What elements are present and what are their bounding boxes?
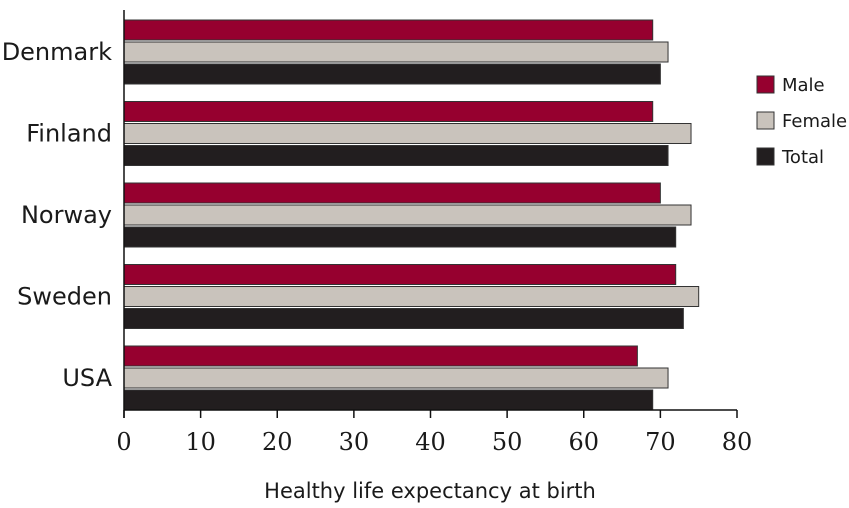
bar-sweden-female bbox=[123, 286, 700, 307]
bar-denmark-female bbox=[123, 41, 669, 63]
x-tick-label-70: 70 bbox=[645, 428, 676, 456]
legend-swatch-male bbox=[756, 75, 775, 94]
x-tick-label-0: 0 bbox=[116, 428, 131, 456]
bar-norway-female bbox=[123, 204, 692, 226]
legend-label-male: Male bbox=[782, 75, 825, 96]
bar-usa-total bbox=[123, 389, 654, 411]
x-tick-label-10: 10 bbox=[185, 428, 216, 456]
category-label-sweden: Sweden bbox=[17, 283, 112, 311]
x-tick-label-50: 50 bbox=[492, 428, 523, 456]
category-label-usa: USA bbox=[62, 364, 112, 392]
x-tick-label-60: 60 bbox=[568, 428, 599, 456]
x-axis-title: Healthy life expectancy at birth bbox=[264, 479, 596, 503]
x-tick-label-30: 30 bbox=[339, 428, 370, 456]
bar-finland-female bbox=[123, 123, 692, 144]
legend-swatch-total bbox=[756, 147, 775, 166]
bar-norway-total bbox=[123, 226, 677, 248]
category-label-finland: Finland bbox=[26, 120, 112, 148]
bar-denmark-male bbox=[123, 19, 654, 41]
category-label-denmark: Denmark bbox=[2, 38, 112, 66]
x-ticks-group: 0 10 20 30 40 50 60 70 80 bbox=[116, 410, 752, 456]
legend-label-female: Female bbox=[782, 111, 847, 132]
bar-finland-male bbox=[123, 101, 654, 122]
legend-swatch-female bbox=[756, 111, 775, 130]
bar-usa-female bbox=[123, 367, 669, 389]
bars-group bbox=[123, 19, 700, 411]
bar-sweden-male bbox=[123, 264, 677, 285]
bar-norway-male bbox=[123, 182, 661, 204]
x-tick-label-80: 80 bbox=[722, 428, 753, 456]
category-label-norway: Norway bbox=[21, 201, 112, 229]
bar-usa-male bbox=[123, 345, 638, 367]
x-tick-label-40: 40 bbox=[415, 428, 446, 456]
bar-denmark-total bbox=[123, 63, 661, 85]
bar-finland-total bbox=[123, 145, 669, 166]
legend-label-total: Total bbox=[781, 147, 824, 168]
x-tick-label-20: 20 bbox=[262, 428, 293, 456]
category-labels-group: Denmark Finland Norway Sweden USA bbox=[2, 38, 113, 392]
bar-sweden-total bbox=[123, 308, 684, 329]
legend: Male Female Total bbox=[756, 75, 847, 168]
